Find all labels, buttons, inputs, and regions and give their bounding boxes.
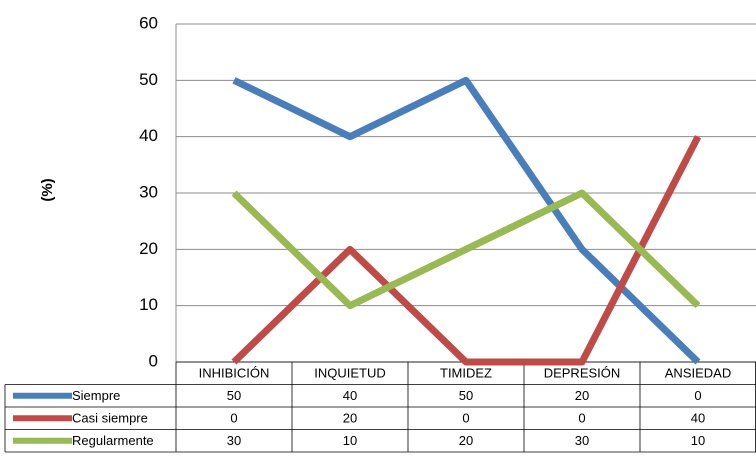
table-cell: 0 [230, 411, 237, 426]
category-label: ANSIEDAD [665, 366, 731, 381]
category-label: INQUIETUD [314, 366, 386, 381]
y-tick-label: 0 [149, 351, 158, 370]
table-cell: 0 [694, 388, 701, 403]
y-tick-label: 10 [139, 295, 158, 314]
category-label: TIMIDEZ [440, 366, 492, 381]
y-tick-label: 60 [139, 13, 158, 32]
table-cell: 20 [343, 411, 357, 426]
table-cell: 40 [343, 388, 357, 403]
y-tick-label: 20 [139, 239, 158, 258]
table-cell: 10 [691, 433, 705, 448]
y-axis-ticks: 0 10 20 30 40 50 60 [139, 13, 158, 370]
table-cell: 0 [578, 411, 585, 426]
legend-label: Siempre [72, 388, 120, 403]
y-tick-label: 30 [139, 182, 158, 201]
y-tick-label: 40 [139, 126, 158, 145]
table-cell: 20 [575, 388, 589, 403]
series-line [232, 76, 701, 365]
table-cell: 30 [227, 433, 241, 448]
table-cell: 0 [462, 411, 469, 426]
legend-label: Regularmente [72, 433, 154, 448]
series-lines [231, 76, 702, 366]
table-cell: 40 [691, 411, 705, 426]
table-cell: 20 [459, 433, 473, 448]
y-axis-label: (%) [39, 178, 56, 201]
table-cell: 50 [459, 388, 473, 403]
legend-label: Casi siempre [72, 411, 148, 426]
table-cell: 50 [227, 388, 241, 403]
series-line [231, 135, 702, 366]
table-cell: 30 [575, 433, 589, 448]
category-label: INHIBICIÓN [199, 366, 270, 381]
series-line [231, 189, 701, 310]
table-cell: 10 [343, 433, 357, 448]
category-label: DEPRESIÓN [544, 366, 621, 381]
y-tick-label: 50 [139, 70, 158, 89]
data-table: INHIBICIÓN INQUIETUD TIMIDEZ DEPRESIÓN ANSIE… [4, 361, 756, 453]
